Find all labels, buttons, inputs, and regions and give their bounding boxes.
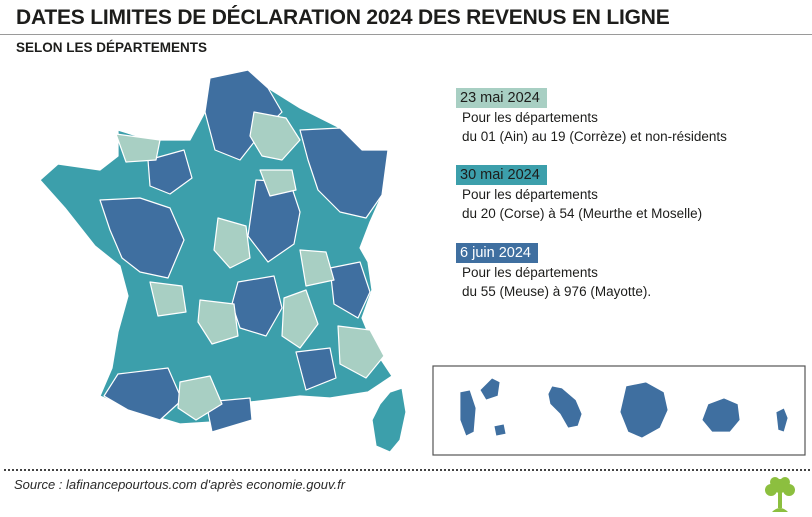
legend-date-30-mai: 30 mai 2024 bbox=[456, 165, 547, 185]
footer-divider bbox=[4, 469, 810, 471]
legend-line: du 20 (Corse) à 54 (Meurthe et Moselle) bbox=[462, 206, 703, 221]
reunion bbox=[701, 397, 741, 433]
france-region-champagne bbox=[249, 111, 301, 161]
overseas-departments bbox=[459, 377, 789, 439]
france-region-provence bbox=[337, 325, 385, 379]
corsica bbox=[371, 387, 407, 453]
legend-date-6-juin: 6 juin 2024 bbox=[456, 243, 538, 263]
france-region-east bbox=[299, 127, 389, 219]
france-region-burgundy bbox=[299, 249, 335, 287]
legend-item-6-juin: 6 juin 2024 Pour les départements du 55 … bbox=[456, 243, 806, 301]
guyane bbox=[619, 381, 669, 439]
metropolitan-france bbox=[39, 69, 407, 453]
guadeloupe-islet bbox=[493, 423, 507, 437]
guadeloupe bbox=[459, 377, 501, 437]
title-divider bbox=[0, 34, 812, 35]
france-region-west bbox=[99, 197, 185, 279]
legend-item-23-mai: 23 mai 2024 Pour les départements du 01 … bbox=[456, 88, 806, 146]
legend-line: Pour les départements bbox=[462, 110, 598, 125]
page-title: DATES LIMITES DE DÉCLARATION 2024 DES RE… bbox=[16, 6, 670, 29]
page-subtitle: SELON LES DÉPARTEMENTS bbox=[16, 40, 208, 55]
france-region-limousin bbox=[197, 299, 239, 345]
mayotte bbox=[775, 407, 789, 433]
legend-line: du 01 (Ain) au 19 (Corrèze) et non-résid… bbox=[462, 129, 727, 144]
france-region-aquitaine bbox=[149, 281, 187, 317]
france-region-loire bbox=[213, 217, 251, 269]
france-region-occitanie bbox=[177, 375, 223, 421]
legend-line: du 55 (Meuse) à 976 (Mayotte). bbox=[462, 284, 652, 299]
legend-item-30-mai: 30 mai 2024 Pour les départements du 20 … bbox=[456, 165, 806, 223]
martinique bbox=[547, 385, 583, 429]
source-credit: Source : lafinancepourtous.com d'après e… bbox=[14, 477, 346, 492]
overseas-box bbox=[432, 365, 806, 456]
france-region-centre-north bbox=[259, 169, 297, 197]
france-region-auvergne bbox=[281, 289, 319, 349]
legend-line: Pour les départements bbox=[462, 265, 598, 280]
france-region-southwest bbox=[103, 367, 183, 421]
legend-line: Pour les départements bbox=[462, 187, 598, 202]
tree-logo-icon bbox=[765, 477, 795, 512]
france-region-alps bbox=[329, 261, 371, 319]
france-region-rhone bbox=[295, 347, 337, 391]
france-region-brittany-east bbox=[147, 149, 193, 195]
france-region-brittany-north bbox=[115, 133, 161, 163]
legend-date-23-mai: 23 mai 2024 bbox=[456, 88, 547, 108]
